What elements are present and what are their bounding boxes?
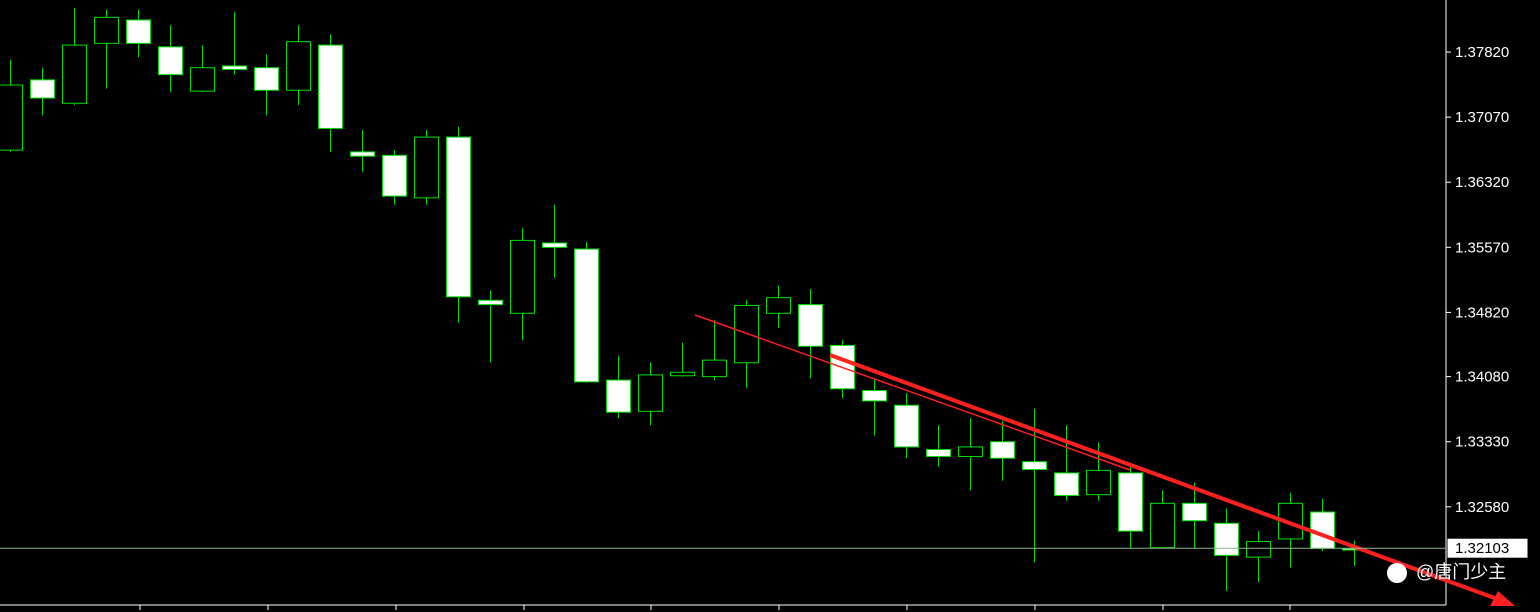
current-price-label: 1.32103: [1455, 540, 1509, 557]
candle-body: [862, 390, 887, 402]
candle-body: [318, 44, 343, 129]
candle-body: [350, 151, 375, 157]
trend-arrow-head: [1490, 591, 1515, 606]
candle-body: [574, 248, 599, 383]
watermark-icon: [1387, 563, 1407, 583]
candle-body: [0, 84, 23, 151]
candle-body: [446, 136, 471, 298]
candle-body: [62, 44, 87, 104]
candle-body: [702, 359, 727, 378]
candle-body: [1214, 522, 1239, 556]
watermark: @唐门少主: [1416, 562, 1506, 582]
candle-body: [190, 67, 215, 92]
candle-body: [958, 446, 983, 457]
candle-body: [94, 16, 119, 44]
trend-line-thick: [829, 353, 1501, 602]
candle-body: [1054, 472, 1079, 497]
y-tick-label: 1.35570: [1455, 239, 1509, 256]
candle-body: [414, 136, 439, 199]
candle-body: [478, 299, 503, 306]
candle-body: [254, 67, 279, 91]
x-axis-ticks: [139, 605, 1291, 610]
candle-body: [670, 371, 695, 377]
candle-body: [286, 41, 311, 91]
candle-body: [638, 374, 663, 412]
candle-body: [126, 19, 151, 44]
candle-body: [766, 297, 791, 314]
candle-body: [510, 239, 535, 314]
candle-body: [158, 46, 183, 76]
candle-body: [926, 449, 951, 457]
y-tick-label: 1.36320: [1455, 174, 1509, 191]
candle-body: [798, 304, 823, 347]
candle-body: [1246, 541, 1271, 558]
trend-line-thin: [694, 314, 1131, 471]
candle-body: [1150, 502, 1175, 549]
candles: [0, 7, 1367, 591]
candle-body: [894, 404, 919, 448]
candle-body: [1118, 472, 1143, 532]
y-tick-label: 1.37070: [1455, 109, 1509, 126]
y-tick-label: 1.34080: [1455, 369, 1509, 386]
current-price-box: [1446, 537, 1529, 559]
candle-body: [606, 379, 631, 413]
y-tick-label: 1.34820: [1455, 304, 1509, 321]
candle-body: [990, 441, 1015, 459]
candle-body: [1182, 502, 1207, 522]
candle-body: [382, 154, 407, 197]
candle-body: [542, 242, 567, 248]
candle-body: [222, 65, 247, 70]
y-tick-label: 1.33330: [1455, 434, 1509, 451]
candle-body: [1022, 461, 1047, 470]
candle-body: [1086, 469, 1111, 496]
candle-body: [30, 79, 55, 99]
y-tick-label: 1.32580: [1455, 499, 1509, 516]
y-tick-label: 1.37820: [1455, 44, 1509, 61]
